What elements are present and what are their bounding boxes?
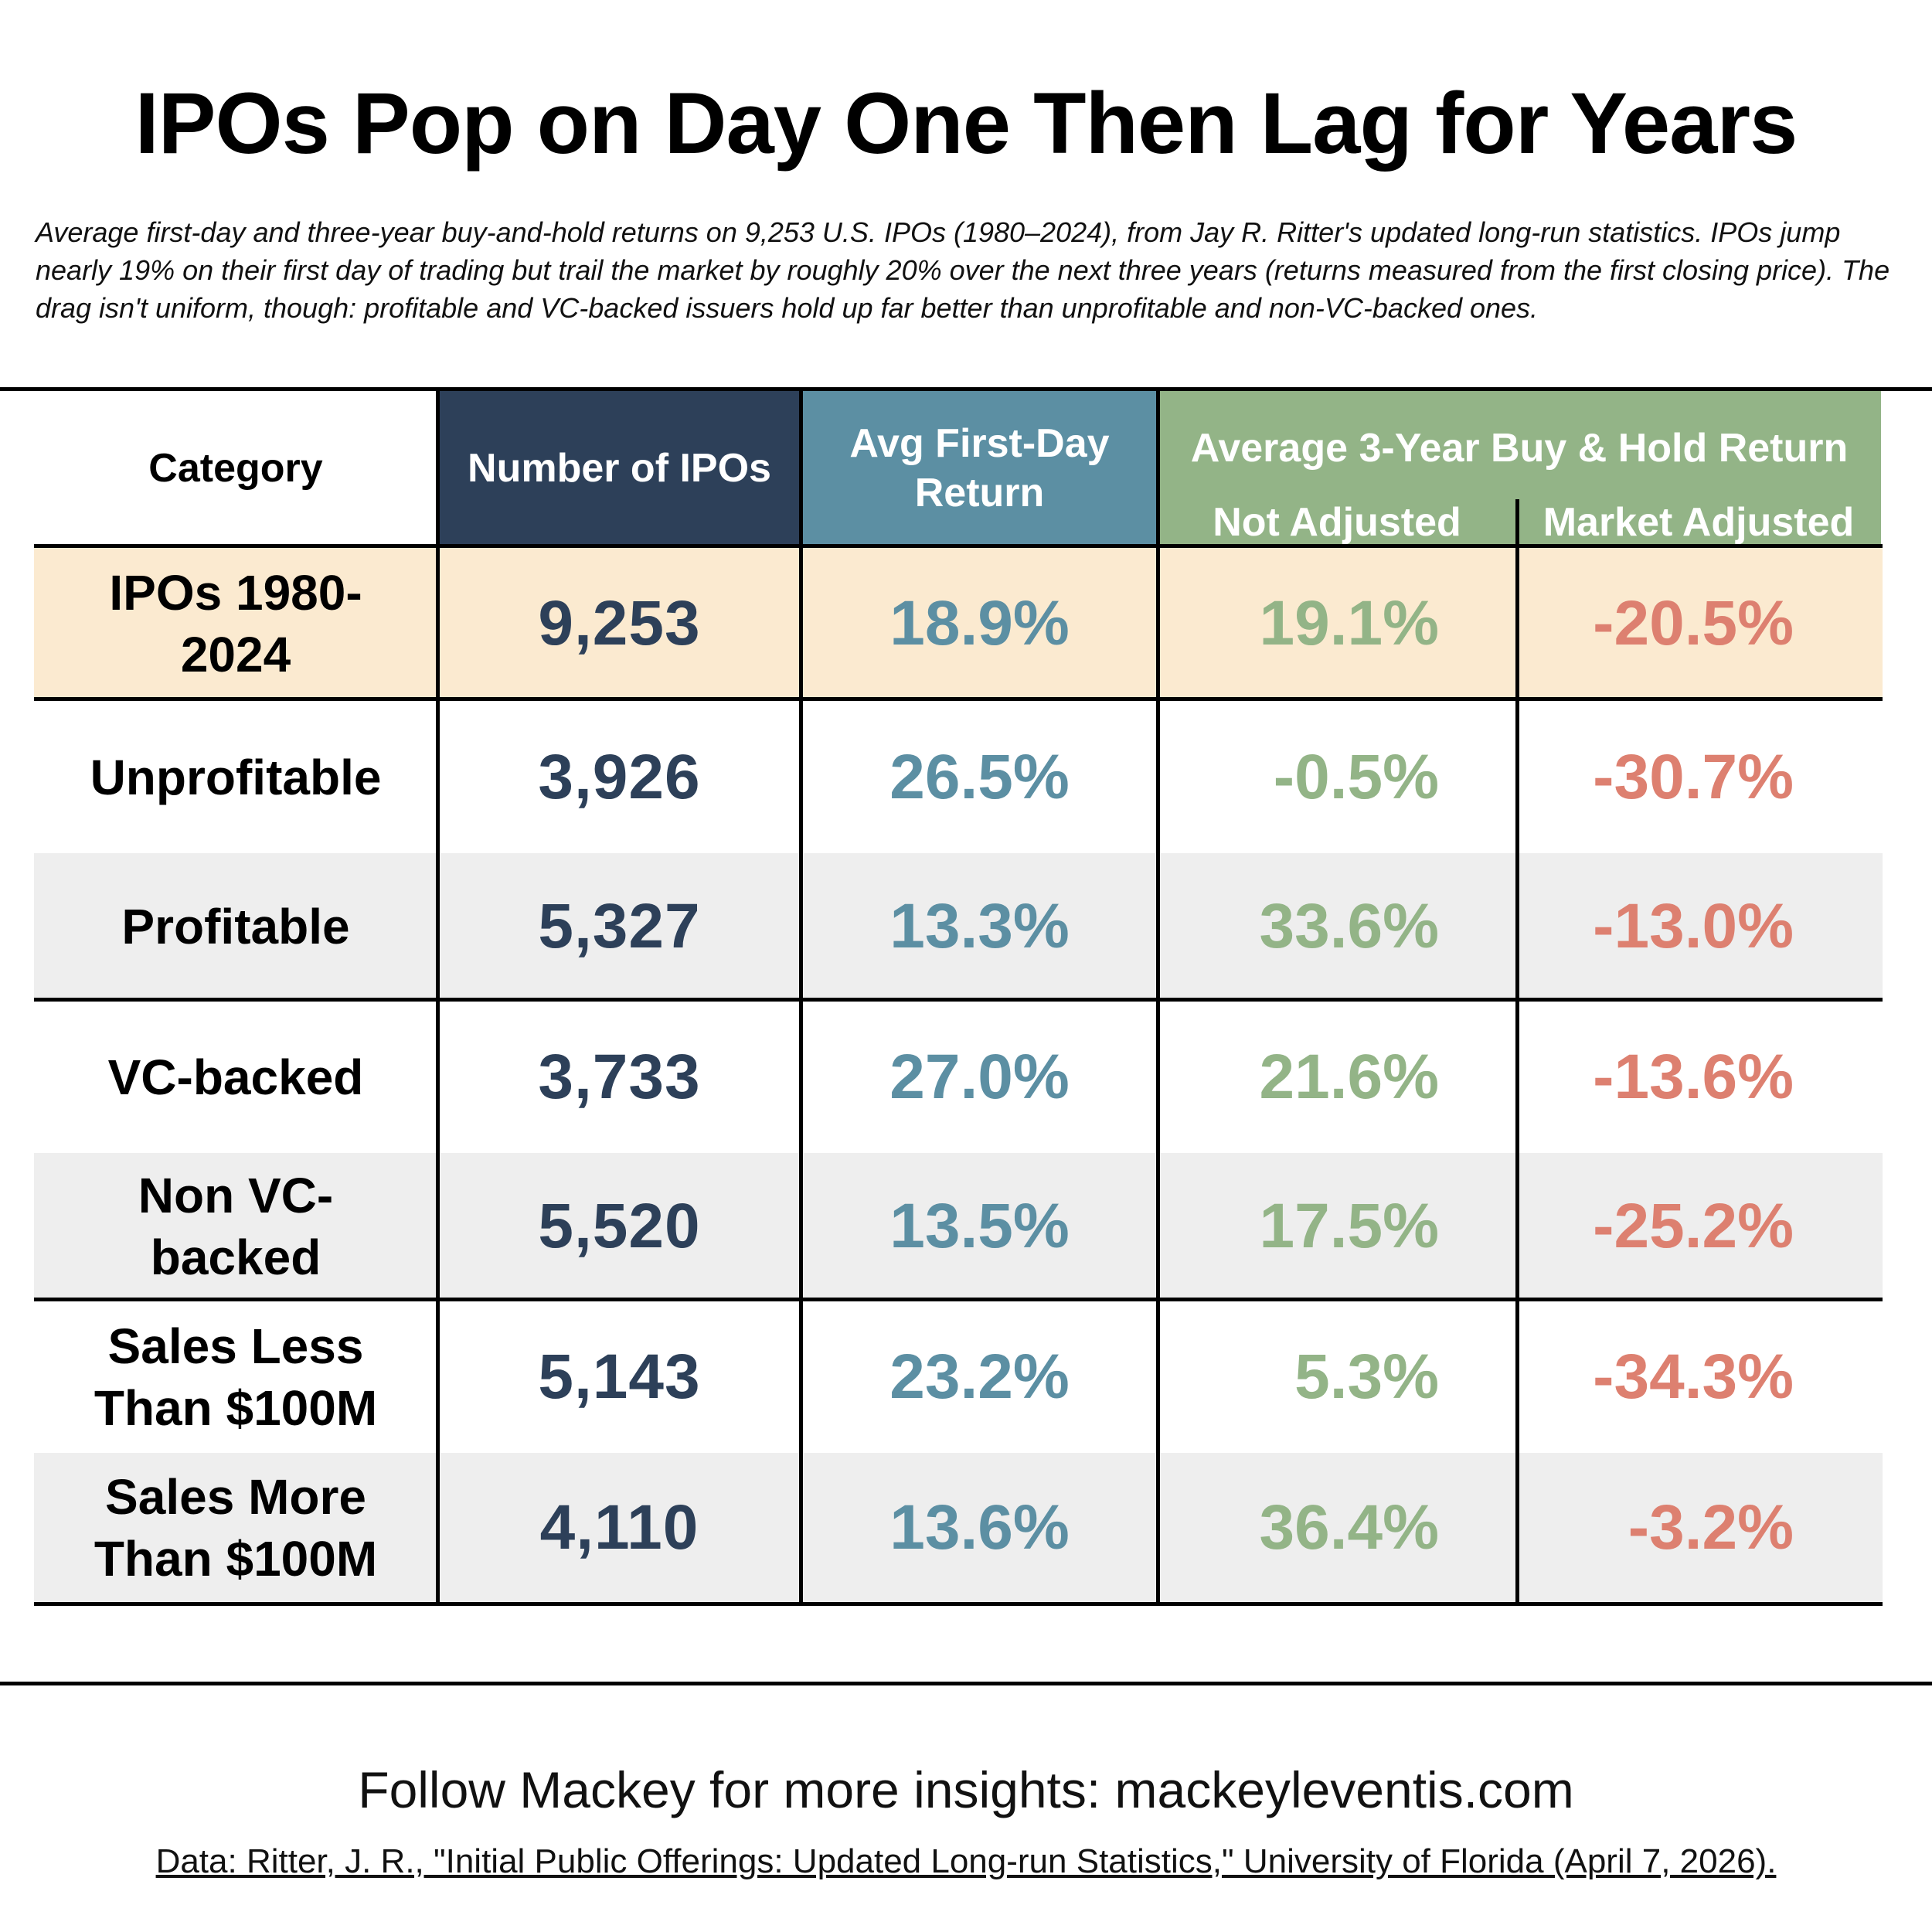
table-bottom-rule <box>34 1602 1883 1606</box>
header-count: Number of IPOs <box>437 391 801 546</box>
row-category: Sales More Than $100M <box>94 1469 378 1587</box>
row-count: 5,520 <box>538 1190 701 1261</box>
group-rule <box>34 1298 1883 1301</box>
row-count: 9,253 <box>538 587 701 658</box>
footer-cta: Follow Mackey for more insights: mackeyl… <box>358 1761 1574 1818</box>
row-market-adjusted: -30.7% <box>1593 741 1794 812</box>
header-market-adjusted: Market Adjusted <box>1543 500 1855 545</box>
row-not-adjusted: 5.3% <box>1294 1342 1439 1412</box>
row-market-adjusted: -34.3% <box>1593 1342 1794 1412</box>
row-not-adjusted: 19.1% <box>1259 587 1439 658</box>
table-row: Profitable 5,327 13.3% 33.6% -13.0% <box>34 853 1883 999</box>
table-row: IPOs 1980-2024 9,253 18.9% 19.1% -20.5% <box>34 548 1883 699</box>
row-count: 5,327 <box>538 890 701 961</box>
header-not-adjusted: Not Adjusted <box>1213 500 1461 545</box>
row-first-day: 18.9% <box>889 587 1070 658</box>
bottom-rule <box>0 1682 1932 1685</box>
row-first-day: 13.5% <box>889 1190 1070 1261</box>
group-rule <box>34 697 1883 701</box>
top-rule <box>0 387 1932 391</box>
table-row: Sales More Than $100M 4,110 13.6% 36.4% … <box>34 1453 1883 1603</box>
row-category: VC-backed <box>107 1049 364 1105</box>
table-row: Unprofitable 3,926 26.5% -0.5% -30.7% <box>34 701 1883 853</box>
row-first-day: 26.5% <box>889 741 1070 812</box>
row-market-adjusted: -13.0% <box>1593 890 1794 961</box>
header-subdivider <box>1515 499 1519 546</box>
row-not-adjusted: 36.4% <box>1259 1492 1439 1563</box>
column-divider <box>799 391 803 1604</box>
table-row: VC-backed 3,733 27.0% 21.6% -13.6% <box>34 1002 1883 1153</box>
row-category: IPOs 1980-2024 <box>109 564 362 682</box>
header-three-year: Average 3-Year Buy & Hold Return <box>1190 426 1849 471</box>
row-category: Unprofitable <box>90 749 382 805</box>
header-category: Category <box>148 446 323 491</box>
row-count: 3,926 <box>538 741 701 812</box>
row-market-adjusted: -25.2% <box>1593 1190 1794 1261</box>
table-row: Sales Less Than $100M 5,143 23.2% 5.3% -… <box>34 1301 1883 1453</box>
row-first-day: 27.0% <box>889 1042 1070 1112</box>
row-not-adjusted: 33.6% <box>1259 890 1439 961</box>
column-divider <box>1515 546 1519 1604</box>
row-count: 5,143 <box>538 1342 701 1412</box>
row-not-adjusted: -0.5% <box>1273 741 1439 812</box>
row-market-adjusted: -13.6% <box>1593 1042 1794 1112</box>
header-bottom-rule <box>34 544 1883 548</box>
row-category: Profitable <box>121 898 350 954</box>
row-market-adjusted: -20.5% <box>1593 587 1794 658</box>
row-first-day: 13.6% <box>889 1492 1070 1563</box>
chart-title: IPOs Pop on Day One Then Lag for Years <box>134 75 1798 172</box>
column-divider <box>1156 391 1160 1604</box>
data-table: Category Number of IPOs Avg First-Day Re… <box>34 391 1883 1606</box>
column-divider <box>436 391 440 1604</box>
row-count: 4,110 <box>539 1492 699 1563</box>
header-first-day: Avg First-Day Return <box>801 391 1158 546</box>
source-citation: Data: Ritter, J. R., "Initial Public Off… <box>155 1842 1777 1880</box>
row-category: Sales Less Than $100M <box>94 1318 378 1436</box>
row-category: Non VC-backed <box>138 1167 334 1285</box>
row-first-day: 13.3% <box>889 890 1070 961</box>
row-count: 3,733 <box>538 1042 701 1112</box>
chart-subtitle: Average first-day and three-year buy-and… <box>36 216 1890 324</box>
row-not-adjusted: 21.6% <box>1259 1042 1439 1112</box>
table-row: Non VC-backed 5,520 13.5% 17.5% -25.2% <box>34 1153 1883 1299</box>
header-three-year-group <box>1158 391 1881 546</box>
row-not-adjusted: 17.5% <box>1259 1190 1439 1261</box>
row-first-day: 23.2% <box>889 1342 1070 1412</box>
group-rule <box>34 998 1883 1002</box>
row-market-adjusted: -3.2% <box>1628 1492 1794 1563</box>
